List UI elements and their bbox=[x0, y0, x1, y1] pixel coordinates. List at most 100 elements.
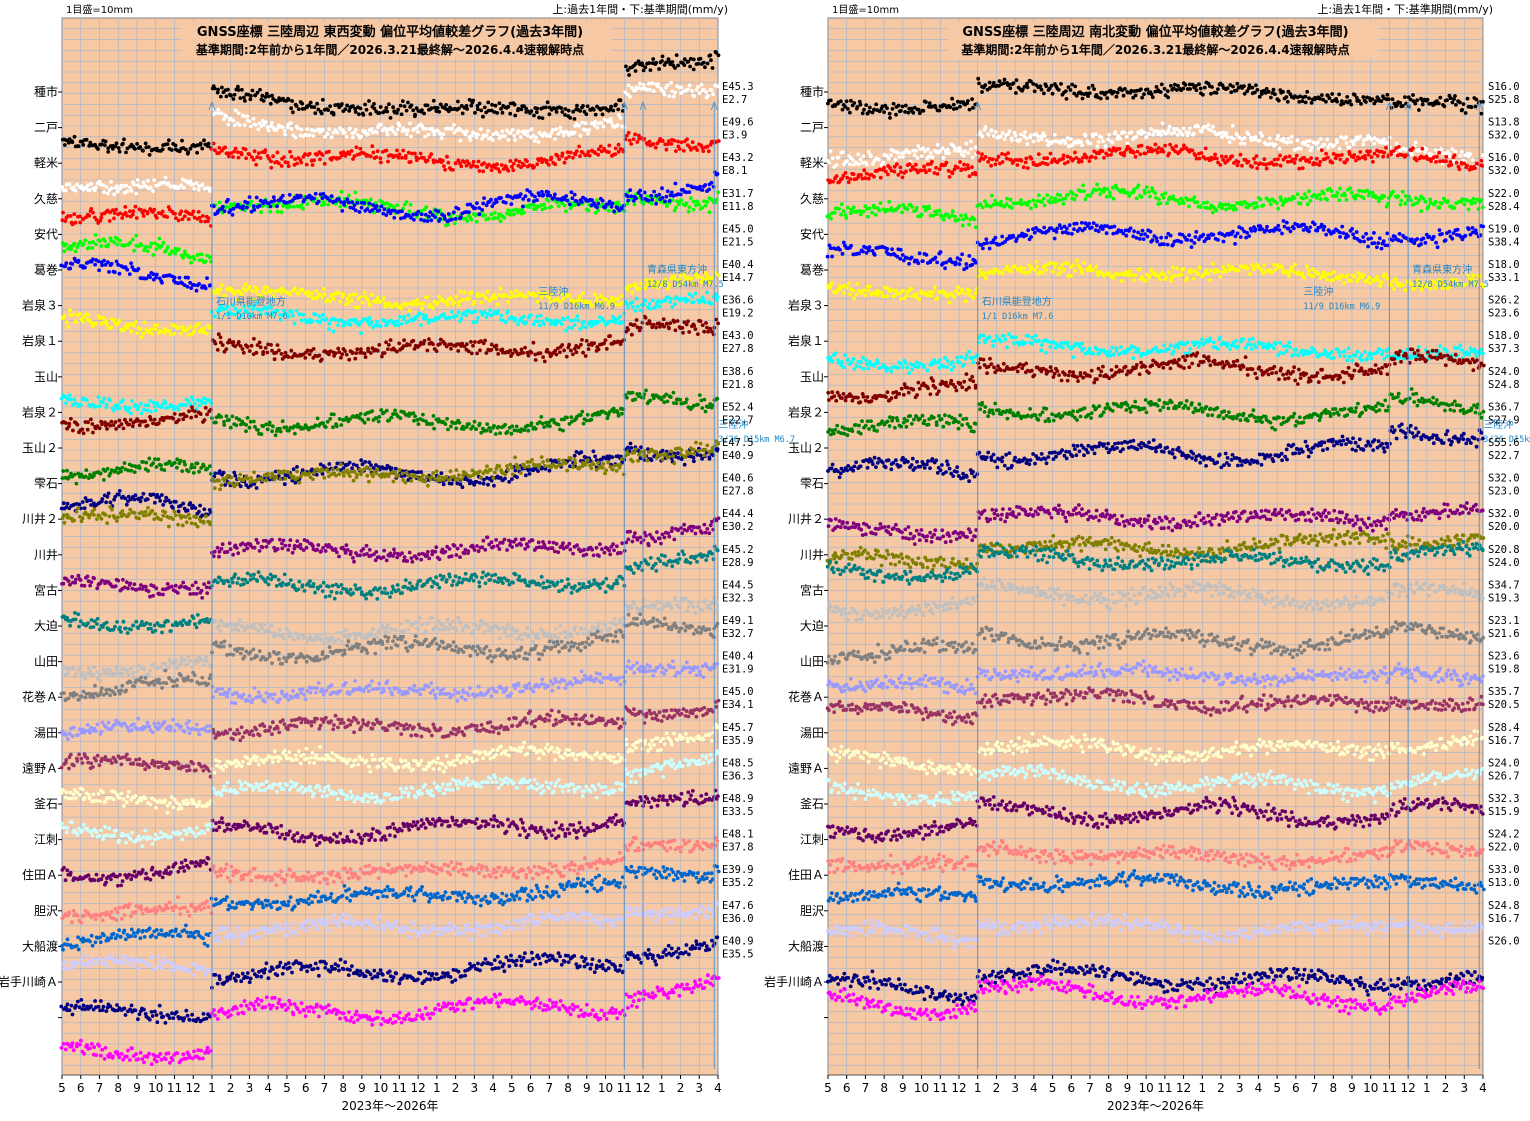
data-point bbox=[71, 313, 75, 317]
data-point bbox=[717, 53, 721, 57]
data-point bbox=[167, 138, 171, 142]
data-point bbox=[248, 285, 252, 289]
data-point bbox=[139, 243, 143, 247]
data-point bbox=[619, 116, 623, 120]
data-point bbox=[199, 220, 203, 224]
data-point bbox=[135, 216, 139, 220]
data-point bbox=[654, 202, 658, 206]
data-point bbox=[369, 155, 373, 159]
data-point bbox=[74, 221, 78, 225]
data-point bbox=[716, 190, 720, 194]
data-point bbox=[617, 143, 621, 147]
data-point bbox=[225, 115, 229, 119]
data-point bbox=[229, 94, 233, 98]
data-point bbox=[226, 198, 230, 202]
data-point bbox=[667, 94, 671, 98]
data-point bbox=[64, 261, 68, 265]
data-point bbox=[445, 155, 449, 159]
data-point bbox=[697, 203, 701, 207]
data-point bbox=[231, 213, 235, 217]
data-point bbox=[246, 114, 250, 118]
data-point bbox=[186, 399, 190, 403]
data-point bbox=[663, 200, 667, 204]
data-point bbox=[469, 138, 473, 142]
station-label: 玉山 bbox=[34, 370, 58, 384]
station-label: 岩泉３ bbox=[22, 298, 58, 313]
data-point bbox=[137, 405, 141, 409]
data-point bbox=[291, 110, 295, 114]
data-point bbox=[506, 300, 510, 304]
data-point bbox=[564, 107, 568, 111]
data-point bbox=[695, 200, 699, 204]
data-point bbox=[240, 292, 244, 296]
data-point bbox=[264, 120, 268, 124]
data-point bbox=[131, 209, 135, 213]
data-point bbox=[204, 287, 208, 291]
data-point bbox=[635, 140, 639, 144]
data-point bbox=[489, 198, 493, 202]
data-point bbox=[155, 273, 159, 277]
data-point bbox=[426, 104, 430, 108]
data-point bbox=[530, 127, 534, 131]
data-point bbox=[63, 143, 67, 147]
data-point bbox=[348, 126, 352, 130]
data-point bbox=[269, 205, 273, 209]
data-point bbox=[186, 150, 190, 154]
data-point bbox=[258, 88, 262, 92]
data-point bbox=[601, 199, 605, 203]
data-point bbox=[247, 152, 251, 156]
data-point bbox=[170, 148, 174, 152]
data-point bbox=[420, 306, 424, 310]
data-point bbox=[166, 406, 170, 410]
data-point bbox=[386, 160, 390, 164]
data-point bbox=[103, 143, 107, 147]
data-point bbox=[416, 157, 420, 161]
data-point bbox=[457, 303, 461, 307]
data-point bbox=[173, 276, 177, 280]
data-point bbox=[257, 151, 261, 155]
data-point bbox=[328, 299, 332, 303]
data-point bbox=[634, 197, 638, 201]
data-point bbox=[587, 209, 591, 213]
data-point bbox=[207, 216, 211, 220]
data-point bbox=[577, 145, 581, 149]
data-point bbox=[359, 107, 363, 111]
data-point bbox=[205, 332, 209, 336]
data-point bbox=[401, 99, 405, 103]
data-point bbox=[152, 178, 156, 182]
data-point bbox=[490, 212, 494, 216]
data-point bbox=[609, 120, 613, 124]
station-label: 葛巻 bbox=[34, 263, 58, 277]
data-point bbox=[270, 94, 274, 98]
data-point bbox=[348, 294, 352, 298]
data-point bbox=[562, 133, 566, 137]
data-point bbox=[708, 210, 712, 214]
data-point bbox=[256, 91, 260, 95]
data-point bbox=[345, 135, 349, 139]
data-point bbox=[362, 113, 366, 117]
data-point bbox=[571, 156, 575, 160]
data-point bbox=[195, 289, 199, 293]
data-point bbox=[400, 209, 404, 213]
data-point bbox=[717, 139, 721, 143]
data-point bbox=[191, 398, 195, 402]
data-point bbox=[454, 217, 458, 221]
data-point bbox=[614, 103, 618, 107]
station-label: 岩手川崎Ａ bbox=[0, 974, 58, 989]
data-point bbox=[553, 193, 557, 197]
data-point bbox=[401, 149, 405, 153]
data-point bbox=[539, 157, 543, 161]
data-point bbox=[450, 298, 454, 302]
data-point bbox=[273, 199, 277, 203]
data-point bbox=[85, 398, 89, 402]
data-point bbox=[151, 189, 155, 193]
data-point bbox=[297, 292, 301, 296]
data-point bbox=[326, 132, 330, 136]
data-point bbox=[152, 401, 156, 405]
data-point bbox=[499, 196, 503, 200]
data-point bbox=[470, 134, 474, 138]
data-point bbox=[269, 166, 273, 170]
data-point bbox=[705, 200, 709, 204]
data-point bbox=[702, 199, 706, 203]
data-point bbox=[480, 301, 484, 305]
